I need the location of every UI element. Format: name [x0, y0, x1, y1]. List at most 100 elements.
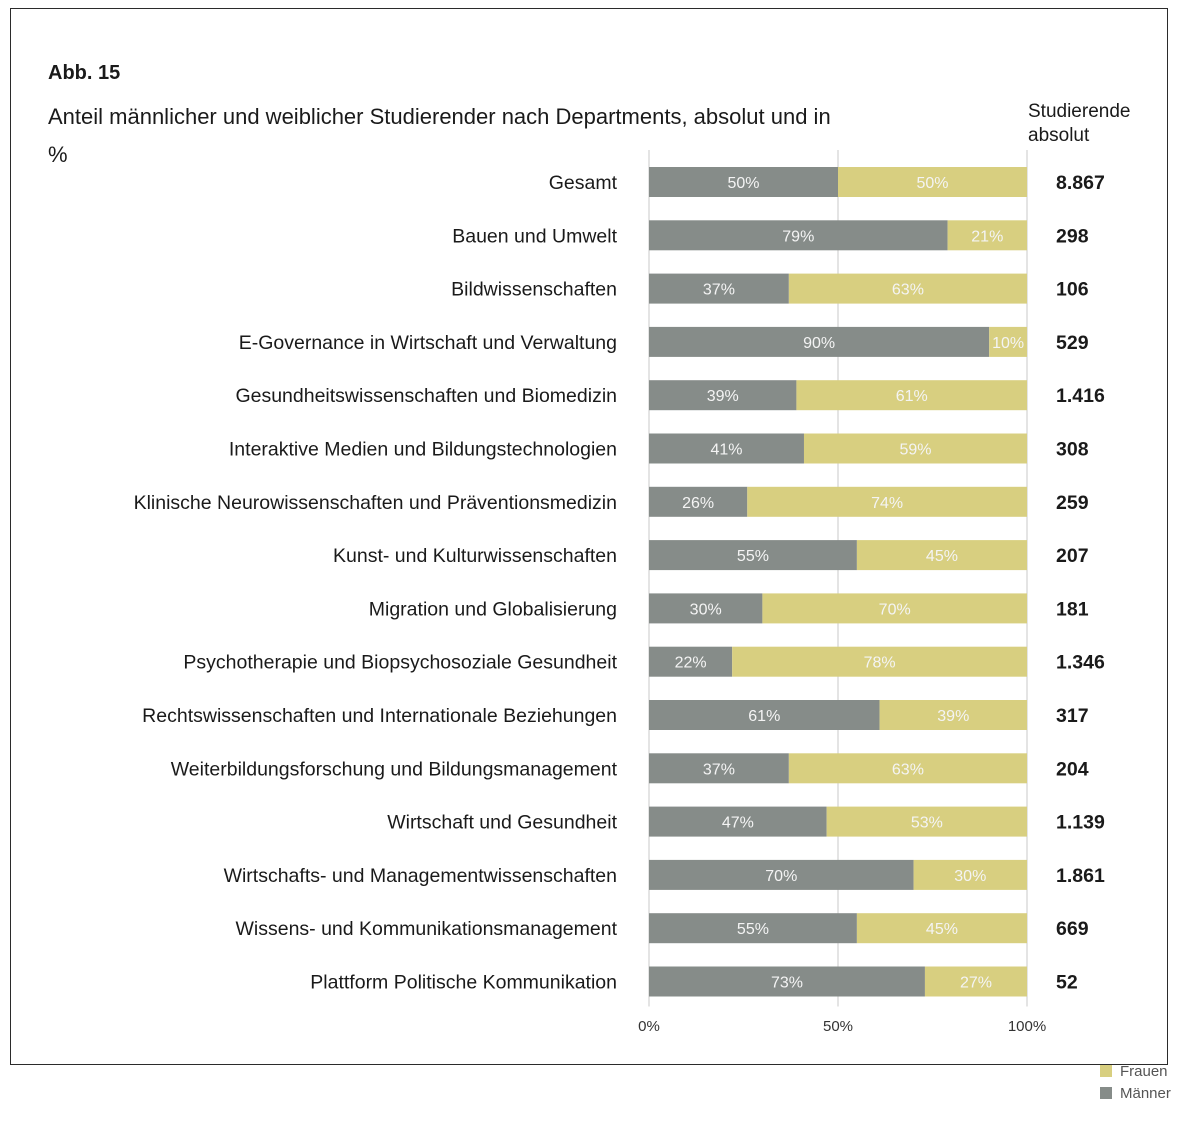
absolute-value: 181 [1056, 598, 1089, 620]
data-label-frauen: 78% [864, 655, 896, 672]
data-label-maenner: 37% [703, 282, 735, 299]
bar-frauen [803, 433, 1027, 464]
data-label-frauen: 50% [916, 175, 948, 192]
absolute-value: 259 [1056, 492, 1089, 514]
bar-maenner [649, 966, 925, 997]
bar-maenner [649, 326, 990, 357]
absolute-value: 317 [1056, 705, 1089, 727]
category-label: Gesamt [549, 172, 618, 194]
absolute-value: 529 [1056, 332, 1089, 354]
category-label: Bauen und Umwelt [452, 225, 617, 247]
data-label-frauen: 21% [971, 228, 1003, 245]
category-label: Wissens- und Kommunikationsmanagement [235, 918, 617, 940]
bar-maenner [649, 913, 857, 944]
bar-frauen [856, 913, 1027, 944]
absolute-value: 1.346 [1056, 652, 1105, 674]
data-label-maenner: 70% [765, 868, 797, 885]
data-label-maenner: 79% [782, 228, 814, 245]
bar-maenner [649, 167, 838, 197]
category-label: Wirtschaft und Gesundheit [387, 812, 617, 834]
category-label: Psychotherapie und Biopsychosoziale Gesu… [183, 652, 617, 674]
data-label-frauen: 70% [879, 601, 911, 618]
bar-frauen [913, 859, 1027, 890]
data-label-maenner: 50% [727, 175, 759, 192]
bar-maenner [649, 273, 789, 304]
category-label: Klinische Neurowissenschaften und Präven… [134, 492, 617, 514]
data-label-frauen: 10% [992, 335, 1024, 352]
absolute-value: 298 [1056, 225, 1089, 247]
data-label-frauen: 63% [892, 282, 924, 299]
category-label: Weiterbildungsforschung und Bildungsmana… [171, 758, 618, 780]
data-label-maenner: 22% [675, 655, 707, 672]
legend: Frauen Männer [1100, 1060, 1171, 1104]
absolute-value: 52 [1056, 972, 1078, 994]
data-label-maenner: 37% [703, 761, 735, 778]
data-label-frauen: 63% [892, 761, 924, 778]
bar-frauen [879, 700, 1027, 730]
bar-maenner [649, 593, 763, 624]
absolute-value: 308 [1056, 439, 1089, 461]
absolute-value: 8.867 [1056, 172, 1105, 194]
figure-frame [10, 8, 1168, 1065]
category-label: Interaktive Medien und Bildungstechnolog… [229, 439, 617, 461]
absolute-value: 669 [1056, 918, 1089, 940]
bar-maenner [649, 433, 804, 464]
data-label-frauen: 61% [896, 388, 928, 405]
absolute-value: 1.416 [1056, 385, 1105, 407]
data-label-maenner: 39% [707, 388, 739, 405]
data-label-maenner: 26% [682, 495, 714, 512]
data-label-frauen: 45% [926, 548, 958, 565]
category-label: Plattform Politische Kommunikation [310, 972, 617, 994]
bar-maenner [649, 646, 733, 677]
data-label-frauen: 59% [899, 442, 931, 459]
bar-frauen [732, 646, 1027, 677]
data-label-maenner: 73% [771, 975, 803, 992]
data-label-frauen: 27% [960, 975, 992, 992]
chart-title: Anteil männlicher und weiblicher Studier… [48, 104, 831, 167]
bar-frauen [989, 326, 1027, 357]
absolute-value: 106 [1056, 279, 1089, 301]
bar-frauen [924, 966, 1027, 997]
absolute-value: 204 [1056, 758, 1089, 780]
bar-maenner [649, 753, 789, 784]
category-label: Wirtschafts- und Managementwissenschafte… [224, 865, 617, 887]
bar-maenner [649, 540, 857, 571]
bar-maenner [649, 700, 880, 730]
data-label-frauen: 39% [937, 708, 969, 725]
legend-swatch-maenner [1100, 1087, 1112, 1099]
category-label: Gesundheitswissenschaften und Biomedizin [235, 385, 617, 407]
legend-label-maenner: Männer [1120, 1084, 1171, 1102]
absolute-value: 1.139 [1056, 812, 1105, 834]
category-label: E-Governance in Wirtschaft und Verwaltun… [239, 332, 617, 354]
bar-frauen [856, 540, 1027, 571]
data-label-frauen: 53% [911, 815, 943, 832]
data-label-maenner: 90% [803, 335, 835, 352]
data-label-maenner: 47% [722, 815, 754, 832]
bar-maenner [649, 806, 827, 837]
bar-frauen [838, 167, 1027, 197]
figure-label: Abb. 15 [48, 62, 121, 84]
absolute-value: 1.861 [1056, 865, 1105, 887]
data-label-frauen: 30% [954, 868, 986, 885]
bar-frauen [796, 380, 1027, 411]
bar-frauen [826, 806, 1027, 837]
data-label-maenner: 55% [737, 548, 769, 565]
data-label-frauen: 45% [926, 921, 958, 938]
bar-frauen [747, 486, 1027, 517]
legend-swatch-frauen [1100, 1065, 1112, 1077]
category-label: Bildwissenschaften [451, 279, 617, 301]
bar-frauen [947, 220, 1027, 251]
bar-maenner [649, 486, 748, 517]
legend-item-maenner: Männer [1100, 1082, 1171, 1104]
x-tick-label: 50% [823, 1018, 853, 1035]
legend-label-frauen: Frauen [1120, 1062, 1168, 1080]
x-tick-label: 0% [638, 1018, 660, 1035]
x-tick-label: 100% [1008, 1018, 1046, 1035]
bar-frauen [788, 273, 1027, 304]
category-label: Migration und Globalisierung [369, 598, 617, 620]
data-label-maenner: 61% [748, 708, 780, 725]
category-label: Rechtswissenschaften und Internationale … [142, 705, 617, 727]
data-label-maenner: 41% [710, 442, 742, 459]
bar-maenner [649, 859, 914, 890]
